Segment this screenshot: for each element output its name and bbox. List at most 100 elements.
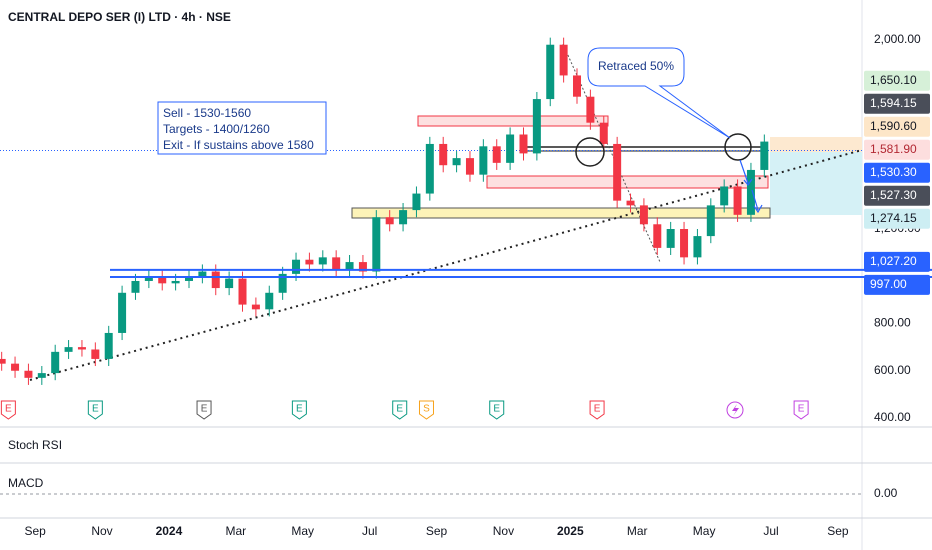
x-tick-label: May (693, 524, 716, 538)
candle-body (626, 200, 635, 206)
candle-body (318, 257, 327, 265)
price-label-bg (864, 208, 930, 229)
candle-body (158, 276, 167, 284)
x-tick-label: 2025 (557, 524, 584, 538)
candle-body (680, 229, 689, 258)
annotation-text: Targets - 1400/1260 (163, 122, 270, 136)
stop-zone (770, 137, 862, 152)
candle-body (358, 262, 367, 272)
candle-body (586, 96, 595, 123)
x-tick-label: Mar (627, 524, 648, 538)
price-label: 1,590.60 (870, 119, 917, 133)
candle-body (51, 351, 60, 374)
x-tick-label: Nov (91, 524, 112, 538)
candle-body (64, 347, 73, 352)
price-label-bg (864, 93, 930, 114)
event-label: E (296, 404, 303, 415)
price-label: 1,027.20 (870, 254, 917, 268)
x-tick-label: May (291, 524, 314, 538)
candle-body (238, 278, 247, 305)
candle-body (532, 99, 541, 154)
price-label: 1,594.15 (870, 96, 917, 110)
candle-body (733, 186, 742, 215)
candle-body (465, 158, 474, 175)
candle-body (559, 44, 568, 76)
candle-body (184, 276, 193, 281)
candle-body (425, 143, 434, 194)
annotation-text: Sell - 1530-1560 (163, 106, 251, 120)
supply-zone (486, 175, 769, 189)
y-tick-label: 400.00 (874, 410, 911, 424)
price-label: 997.00 (870, 277, 907, 291)
pane-label: Stoch RSI (8, 438, 62, 452)
price-label: 1,274.15 (870, 211, 917, 225)
x-tick-label: Jul (362, 524, 377, 538)
x-tick-label: Nov (493, 524, 514, 538)
candle-body (506, 134, 515, 163)
annotation-text: Exit - If sustains above 1580 (163, 138, 314, 152)
candle-body (144, 276, 153, 281)
candle-body (11, 363, 20, 371)
y-tick-label: 2,000.00 (874, 32, 921, 46)
candle-body (412, 193, 421, 211)
event-marker (196, 400, 212, 420)
candle-body (492, 146, 501, 163)
candle-body (666, 229, 675, 248)
x-tick-label: 2024 (156, 524, 183, 538)
callout-text: Retraced 50% (598, 59, 674, 73)
dividend-icon (732, 404, 739, 416)
candle-body (91, 349, 100, 359)
x-tick-label: Sep (426, 524, 448, 538)
event-label: E (201, 404, 208, 415)
supply-zone (417, 115, 609, 127)
y-tick-label: 600.00 (874, 363, 911, 377)
projection-arrow (739, 159, 763, 214)
price-label-bg (864, 251, 930, 272)
event-marker (392, 400, 408, 420)
price-label: 1,527.30 (870, 188, 917, 202)
candle-body (613, 143, 622, 201)
candle-body (24, 370, 33, 378)
candle-body (77, 347, 86, 350)
candle-body (0, 358, 6, 364)
x-tick-label: Sep (24, 524, 46, 538)
candle-body (760, 141, 769, 170)
price-label-bg (864, 139, 930, 160)
candle-body (225, 278, 234, 289)
candle-body (385, 217, 394, 225)
candle-body (292, 259, 301, 274)
candle-body (104, 332, 113, 359)
callout-box (587, 47, 731, 139)
candle-body (599, 122, 608, 144)
price-label-bg (864, 274, 930, 295)
candle-body (546, 44, 555, 100)
candle-body (693, 236, 702, 258)
macd-axis-label: 0.00 (874, 486, 898, 500)
price-label: 1,530.30 (870, 165, 917, 179)
candle-body (171, 280, 180, 284)
event-label: E (798, 404, 805, 415)
candle-body (746, 169, 755, 215)
candle-body (519, 134, 528, 154)
candle-body (131, 280, 140, 293)
candle-body (372, 217, 381, 272)
event-label: E (5, 404, 12, 415)
price-label-bg (864, 116, 930, 137)
pane-label: MACD (8, 476, 44, 490)
candle-body (479, 146, 488, 175)
candle-body (452, 158, 461, 166)
y-tick-label: 800.00 (874, 316, 911, 330)
price-label-bg (864, 70, 930, 91)
x-tick-label: Jul (763, 524, 778, 538)
candle-body (278, 273, 287, 293)
candle-body (251, 304, 260, 310)
event-marker (0, 400, 16, 420)
x-tick-label: Mar (225, 524, 246, 538)
marker-circle (724, 133, 752, 161)
candle-body (305, 259, 314, 265)
event-label: E (594, 404, 601, 415)
candle-body (399, 210, 408, 225)
annotation-box (157, 101, 327, 155)
event-marker (291, 400, 307, 420)
candle-body (720, 186, 729, 206)
